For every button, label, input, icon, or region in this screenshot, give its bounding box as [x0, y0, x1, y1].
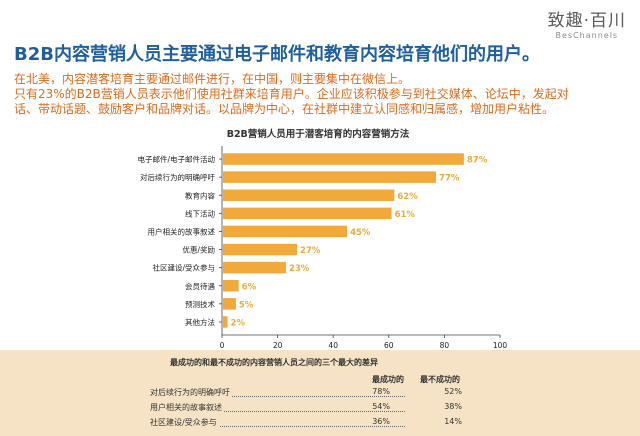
category-label: 其他方法	[185, 317, 215, 327]
category-label: 电子邮件/电子邮件活动	[137, 154, 215, 164]
data-label: 5%	[239, 300, 254, 310]
comparison-row: 用户相关的故事叙述 54% 38%	[150, 402, 465, 414]
intro-line: 只有23%的B2B营销人员表示他们使用社群来培育用户。企业应该积极参与到社交媒体…	[14, 87, 569, 101]
bar	[223, 189, 395, 201]
leader-dots	[152, 411, 405, 412]
comparison-title: 最成功的和最不成功的内容营销人员之间的三个最大的差异	[170, 358, 378, 367]
comparison-row-success: 36%	[372, 417, 390, 426]
bar	[223, 280, 239, 292]
category-label: 线下活动	[185, 208, 215, 218]
comparison-row: 社区建设/受众参与 36% 14%	[150, 417, 465, 429]
x-tick-label: 20	[273, 341, 283, 350]
leader-dots	[152, 426, 405, 427]
category-label: 优惠/奖励	[182, 245, 215, 255]
brand-name: 致趣·百川	[547, 11, 626, 31]
data-label: 77%	[439, 174, 460, 184]
data-label: 6%	[242, 282, 257, 292]
x-tick-label: 40	[328, 341, 338, 350]
col-header-least: 最不成功的	[420, 375, 460, 384]
comparison-row-label: 用户相关的故事叙述	[150, 402, 224, 413]
comparison-row-label: 社区建设/受众参与	[150, 417, 219, 428]
data-label: 2%	[231, 318, 246, 328]
comparison-row: 对后续行为的明确呼吁 78% 52%	[150, 387, 465, 399]
comparison-row-least: 14%	[444, 417, 462, 426]
brand-logo: 致趣·百川 BesChannels	[548, 6, 626, 40]
category-label: 社区建设/受众参与	[152, 263, 215, 273]
comparison-row-least: 38%	[444, 402, 462, 411]
comparison-row-least: 52%	[444, 387, 462, 396]
brand-subtitle: BesChannels	[555, 31, 619, 40]
category-label: 教育内容	[185, 190, 215, 200]
intro-line: 话、带动话题、鼓励客户和品牌对话。以品牌为中心，在社群中建立认同感和归属感，增加…	[14, 102, 555, 116]
comparison-row-label: 对后续行为的明确呼吁	[150, 387, 232, 398]
data-label: 23%	[289, 264, 310, 274]
page-title: B2B内容营销人员主要通过电子邮件和教育内容培育他们的用户。	[14, 44, 540, 65]
category-label: 预测技术	[185, 299, 215, 309]
comparison-row-success: 54%	[372, 402, 390, 411]
col-header-success: 最成功的	[372, 375, 404, 384]
data-label: 87%	[467, 156, 488, 166]
intro-text: 在北美，内容潜客培育主要通过邮件进行，在中国，则主要集中在微信上。 只有23%的…	[14, 72, 626, 117]
category-label: 对后续行为的明确呼吁	[140, 172, 215, 182]
x-tick-label: 60	[384, 341, 394, 350]
data-label: 62%	[397, 192, 418, 202]
leader-dots	[152, 396, 405, 397]
bar	[223, 243, 298, 256]
comparison-panel: 最成功的和最不成功的内容营销人员之间的三个最大的差异 最成功的 最不成功的 对后…	[0, 350, 640, 436]
bar	[223, 153, 464, 165]
bar	[223, 225, 348, 238]
data-label: 61%	[395, 210, 416, 220]
data-label: 45%	[350, 228, 371, 238]
chart-title: B2B营销人员用于潜客培育的内容营销方法	[227, 128, 410, 140]
bar	[223, 298, 236, 310]
x-tick-label: 100	[493, 341, 508, 350]
bar	[223, 261, 286, 274]
bar	[223, 316, 228, 328]
x-tick-label: 80	[440, 341, 450, 350]
comparison-row-success: 78%	[372, 387, 390, 396]
bar	[223, 171, 437, 183]
category-label: 会员待遇	[185, 281, 215, 291]
bar	[223, 207, 392, 220]
data-label: 27%	[300, 246, 321, 256]
intro-line: 在北美，内容潜客培育主要通过邮件进行，在中国，则主要集中在微信上。	[14, 72, 411, 86]
category-label: 用户相关的故事叙述	[148, 226, 216, 236]
x-tick-label: 0	[220, 341, 225, 350]
